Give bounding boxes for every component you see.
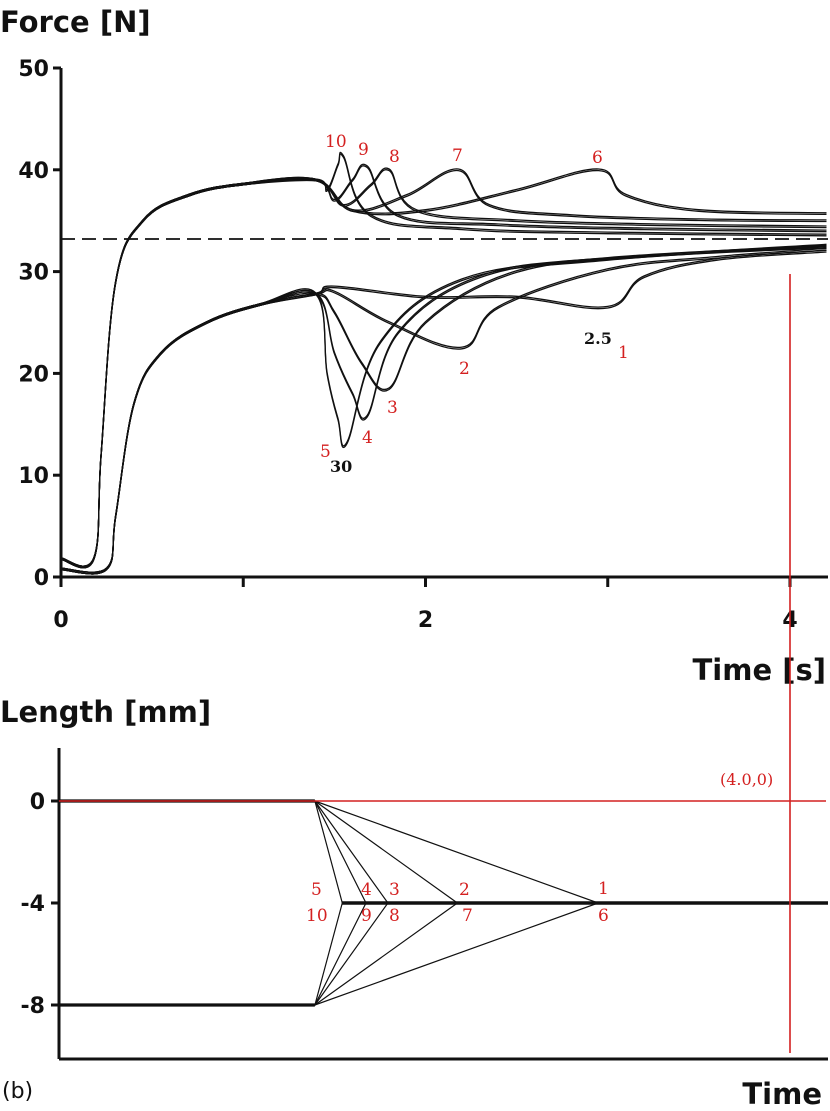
length-ytick-label: -4 (21, 892, 45, 917)
length-ylabel: Length [mm] (0, 695, 211, 729)
force-label-1: 1 (618, 343, 629, 363)
length-label-2: 2 (459, 880, 470, 900)
length-curve-4 (59, 800, 827, 904)
force-xlabel: Time [s] (693, 653, 826, 687)
force-annotation-2-5: 2.5 (584, 329, 612, 348)
length-curve-9 (59, 902, 827, 1006)
force-label-9: 9 (358, 140, 369, 160)
force-curve-5 (60, 245, 827, 575)
length-chart: Length [mm] Time (b) 0-4-8 5 4 3 2 1 10 … (0, 695, 828, 1111)
length-label-4: 4 (361, 880, 372, 900)
force-ticks: 0 10 20 30 40 50 0 2 4 (18, 57, 797, 633)
length-curve-2 (59, 800, 827, 904)
length-label-8: 8 (389, 906, 400, 926)
force-chart: Force [N] Time [s] 0 10 20 30 40 50 0 2 4 10 9 8… (0, 5, 828, 687)
length-label-7: 7 (462, 906, 473, 926)
length-curve-7 (59, 902, 827, 1006)
force-ylabel: Force [N] (0, 5, 151, 39)
force-label-3: 3 (387, 398, 398, 418)
length-label-3: 3 (389, 880, 400, 900)
force-curve-3 (60, 245, 827, 573)
force-ytick-label: 50 (18, 57, 49, 82)
red-overlay (59, 274, 826, 1053)
length-origin-annotation: (4.0,0) (720, 770, 773, 789)
force-label-2: 2 (459, 359, 470, 379)
force-ytick-label: 0 (34, 566, 49, 591)
length-ticks: 0 -4 -8 (21, 790, 59, 1019)
length-ytick-label: 0 (30, 790, 45, 815)
force-xtick-label: 2 (418, 608, 433, 633)
force-label-10: 10 (325, 132, 347, 152)
force-curves (60, 151, 827, 575)
force-annotation-30: 30 (330, 457, 352, 476)
length-curve-8 (59, 902, 827, 1006)
length-curve-6 (59, 902, 827, 1006)
panel-label: (b) (2, 1079, 33, 1104)
length-curve-5 (59, 800, 827, 904)
length-label-5: 5 (311, 880, 322, 900)
length-ytick-label: -8 (21, 994, 45, 1019)
force-ytick-label: 20 (18, 362, 49, 387)
length-curve-1 (59, 800, 827, 904)
force-ytick-label: 10 (18, 464, 49, 489)
force-label-7: 7 (452, 146, 463, 166)
length-curves (59, 799, 828, 1007)
force-label-6: 6 (592, 148, 603, 168)
length-xlabel: Time (742, 1077, 822, 1111)
force-curve-10 (60, 151, 827, 567)
force-label-4: 4 (362, 428, 373, 448)
force-label-5: 5 (320, 442, 331, 462)
force-curve-1 (60, 251, 827, 575)
length-label-9: 9 (361, 906, 372, 926)
length-label-6: 6 (598, 906, 609, 926)
force-curve-8 (60, 167, 827, 567)
force-ytick-label: 30 (18, 261, 49, 286)
force-ytick-label: 40 (18, 159, 49, 184)
force-curve-4 (60, 246, 827, 575)
force-curve-10 (60, 153, 827, 569)
length-label-1: 1 (598, 879, 609, 899)
length-label-10: 10 (306, 906, 328, 926)
length-curve-10 (59, 902, 827, 1006)
force-label-8: 8 (389, 147, 400, 167)
length-curve-3 (59, 800, 827, 904)
force-xtick-label: 0 (53, 608, 68, 633)
